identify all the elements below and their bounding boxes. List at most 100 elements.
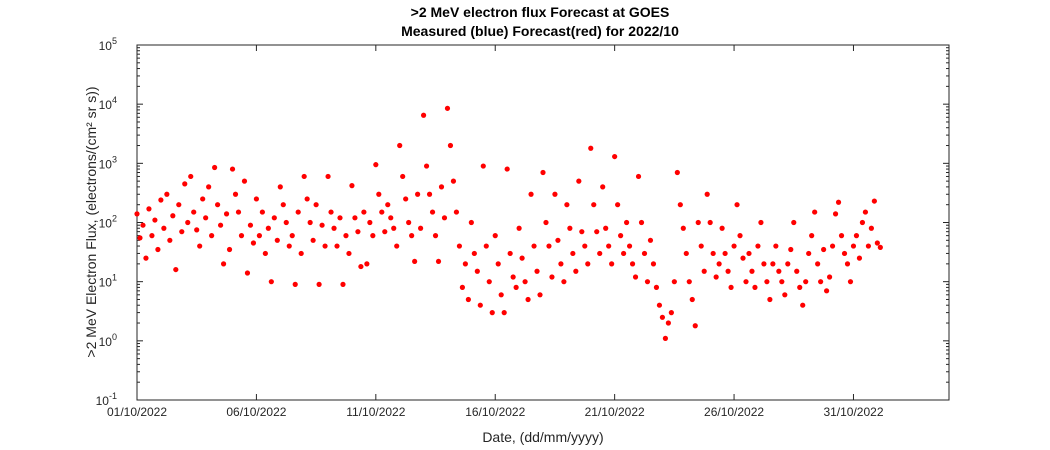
scatter-point [770, 261, 776, 267]
scatter-point [292, 281, 298, 287]
scatter-point [737, 233, 743, 239]
scatter-point [241, 178, 248, 184]
y-axis-label: >2 MeV Electron Flux, (electrons/(cm² sr… [83, 86, 99, 357]
scatter-point [298, 250, 304, 257]
scatter-point [650, 261, 657, 267]
scatter-point [289, 233, 295, 239]
scatter-point [585, 261, 591, 267]
scatter-point [659, 314, 666, 320]
scatter-point [388, 215, 394, 221]
scatter-point [271, 215, 277, 221]
y-tick-exponent: 0 [112, 332, 117, 342]
scatter-point [838, 233, 845, 239]
scatter-point [179, 229, 185, 235]
y-tick-base: 10 [99, 157, 113, 171]
scatter-point [319, 222, 325, 228]
scatter-point [824, 288, 830, 294]
scatter-point [856, 255, 863, 261]
scatter-point [561, 279, 567, 285]
scatter-point [259, 209, 265, 215]
scatter-point [409, 233, 415, 239]
scatter-point [173, 266, 179, 273]
scatter-point [295, 209, 301, 215]
scatter-point [265, 225, 271, 231]
scatter-point [874, 240, 880, 246]
scatter-point [423, 163, 430, 169]
y-tick-label: 100 [99, 332, 117, 349]
scatter-point [668, 310, 674, 316]
scatter-point [185, 219, 191, 226]
scatter-point [865, 243, 871, 249]
scatter-point [274, 237, 280, 243]
scatter-point [552, 191, 558, 197]
scatter-point [385, 202, 391, 208]
scatter-point [286, 243, 292, 249]
scatter-point [853, 233, 860, 239]
scatter-point [504, 166, 510, 172]
scatter-point [358, 263, 364, 270]
scatter-point [558, 261, 564, 267]
scatter-point [268, 279, 274, 285]
scatter-point [164, 191, 170, 197]
scatter-point [415, 191, 421, 197]
scatter-point [149, 233, 155, 239]
scatter-point [522, 279, 528, 285]
scatter-point [283, 219, 289, 226]
scatter-point [743, 279, 749, 285]
scatter-point [483, 243, 489, 249]
scatter-point [704, 191, 710, 197]
scatter-point [844, 261, 851, 267]
scatter-point [420, 112, 427, 118]
scatter-point [680, 225, 686, 231]
scatter-point [641, 250, 648, 257]
scatter-point [200, 196, 206, 202]
scatter-point [412, 258, 418, 265]
scatter-point [677, 202, 683, 208]
scatter-point [531, 243, 537, 249]
scatter-point [140, 222, 146, 228]
scatter-point [821, 246, 827, 253]
scatter-point [444, 105, 451, 111]
scatter-point [600, 184, 606, 190]
scatter-point [683, 250, 689, 257]
scatter-point [209, 233, 215, 239]
scatter-point [429, 209, 436, 215]
scatter-point [713, 274, 719, 280]
scatter-point [250, 240, 257, 246]
scatter-point [453, 209, 460, 215]
scatter-point [486, 279, 492, 285]
scatter-point [877, 244, 883, 250]
scatter-point [579, 229, 585, 235]
scatter-point [238, 233, 245, 239]
scatter-point [791, 219, 797, 226]
scatter-point [432, 233, 439, 239]
scatter-point [540, 169, 546, 176]
scatter-point [513, 284, 519, 291]
scatter-point [722, 250, 728, 257]
scatter-point [564, 202, 570, 208]
scatter-point [698, 243, 704, 249]
scatter-point [161, 225, 167, 231]
x-tick-label: 06/10/2022 [226, 405, 286, 419]
scatter-point [528, 191, 534, 197]
y-tick-exponent: 3 [112, 154, 117, 164]
scatter-point [364, 261, 370, 267]
scatter-point [635, 173, 642, 180]
y-tick-exponent: 1 [112, 273, 117, 283]
data-points [134, 105, 883, 341]
scatter-point [480, 163, 486, 169]
x-tick-label: 21/10/2022 [585, 405, 645, 419]
scatter-point [656, 302, 663, 308]
scatter-point [785, 261, 791, 267]
scatter-point [755, 243, 761, 249]
y-tick-base: 10 [99, 98, 113, 112]
scatter-point [826, 274, 833, 280]
scatter-point [847, 279, 854, 285]
scatter-point [247, 222, 254, 228]
scatter-point [582, 243, 588, 249]
scatter-point [400, 173, 406, 180]
scatter-point [567, 225, 573, 231]
scatter-point [456, 243, 463, 249]
scatter-point [764, 279, 770, 285]
scatter-point [794, 268, 800, 274]
